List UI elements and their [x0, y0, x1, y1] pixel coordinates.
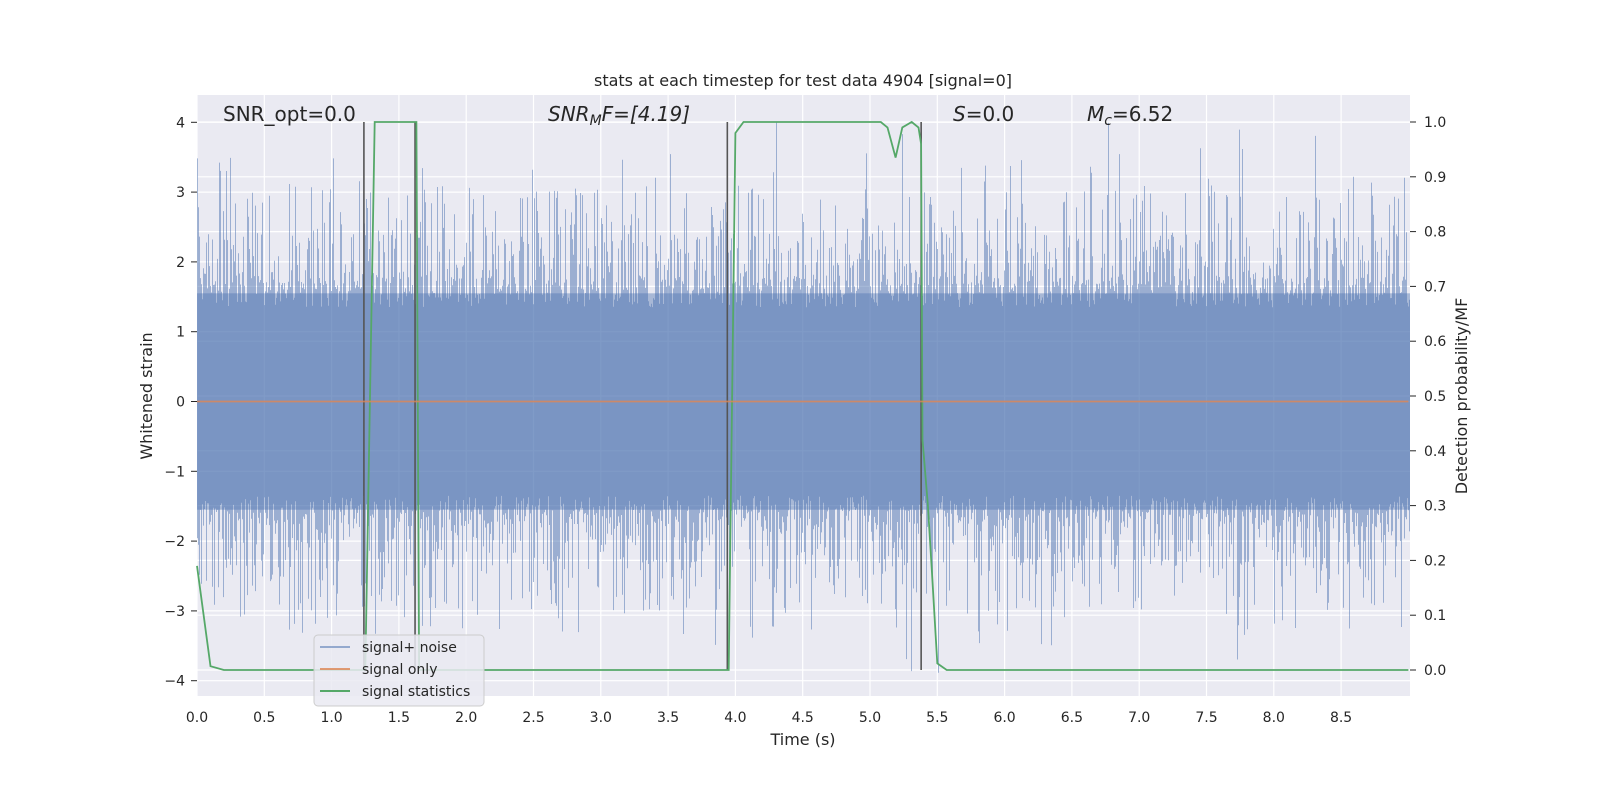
y-tick-label: 4 [176, 115, 185, 131]
annotation-mc: Mc=6.52 [1087, 102, 1173, 129]
y2-tick-label: 0.0 [1424, 663, 1446, 679]
y2-tick-label: 0.5 [1424, 389, 1446, 405]
legend-label-signal-only: signal only [362, 662, 437, 678]
x-tick-label: 0.0 [186, 710, 208, 726]
y-tick-label: −4 [164, 674, 185, 690]
y2-tick-label: 0.7 [1424, 279, 1446, 295]
x-tick-label: 0.5 [253, 710, 275, 726]
y2-tick-label: 1.0 [1424, 115, 1446, 131]
y2-tick-label: 0.9 [1424, 170, 1446, 186]
x-axis-label: Time (s) [769, 730, 835, 749]
y2-tick-label: 0.2 [1424, 553, 1446, 569]
x-tick-label: 5.0 [859, 710, 881, 726]
x-tick-label: 6.5 [1061, 710, 1083, 726]
x-tick-label: 3.0 [590, 710, 612, 726]
x-tick-label: 8.0 [1263, 710, 1285, 726]
legend-label-signal-noise: signal+ noise [362, 640, 457, 656]
y2-tick-labels: 1.0 0.9 0.8 0.7 0.6 0.5 0.4 0.3 0.2 0.1 0.0 [1410, 115, 1446, 679]
y-tick-label: −2 [164, 534, 185, 550]
x-tick-label: 1.0 [320, 710, 342, 726]
legend: signal+ noise signal only signal statist… [313, 634, 485, 707]
y2-tick-label: 0.1 [1424, 608, 1446, 624]
x-tick-label: 1.5 [388, 710, 410, 726]
x-tick-label: 8.5 [1330, 710, 1352, 726]
x-tick-label: 2.5 [522, 710, 544, 726]
series-layer [196, 120, 1409, 671]
x-tick-label: 5.5 [926, 710, 948, 726]
x-tick-label: 2.0 [455, 710, 477, 726]
x-tick-label: 6.0 [993, 710, 1015, 726]
y-tick-label: −3 [164, 604, 185, 620]
legend-box [313, 634, 485, 707]
y2-tick-label: 0.4 [1424, 444, 1446, 460]
y-tick-label: 0 [176, 395, 185, 411]
y2-tick-label: 0.3 [1424, 499, 1446, 515]
x-tick-labels: 0.0 0.5 1.0 1.5 2.0 2.5 3.0 3.5 4.0 4.5 5.0 5.5 6.0 6… [186, 710, 1352, 726]
y-tick-label: −1 [164, 464, 185, 480]
x-tick-label: 7.5 [1195, 710, 1217, 726]
legend-label-signal-statistics: signal statistics [362, 684, 470, 700]
y-tick-labels: 4 3 2 1 0 −1 −2 −3 −4 [164, 115, 197, 690]
x-tick-label: 3.5 [657, 710, 679, 726]
series-signal-statistics [196, 120, 1409, 671]
y2-tick-label: 0.8 [1424, 225, 1446, 241]
y-tick-label: 2 [176, 255, 185, 271]
y2-tick-label: 0.6 [1424, 334, 1446, 350]
x-tick-label: 7.0 [1128, 710, 1150, 726]
annotation-s: S=0.0 [953, 102, 1014, 126]
x-tick-label: 4.5 [792, 710, 814, 726]
annotation-snr-opt: SNR_opt=0.0 [223, 102, 356, 126]
annotation-snr-mf: SNRMF=[4.19] [548, 102, 690, 129]
y-tick-label: 3 [176, 185, 185, 201]
y-axis-label: Whitened strain [137, 332, 156, 459]
chart-title: stats at each timestep for test data 490… [594, 71, 1012, 90]
x-tick-label: 4.0 [724, 710, 746, 726]
y2-axis-label: Detection probability/MF [1452, 298, 1471, 495]
y-tick-label: 1 [176, 325, 185, 341]
signal-noise-trace [197, 122, 1410, 673]
vertical-markers [363, 122, 922, 670]
